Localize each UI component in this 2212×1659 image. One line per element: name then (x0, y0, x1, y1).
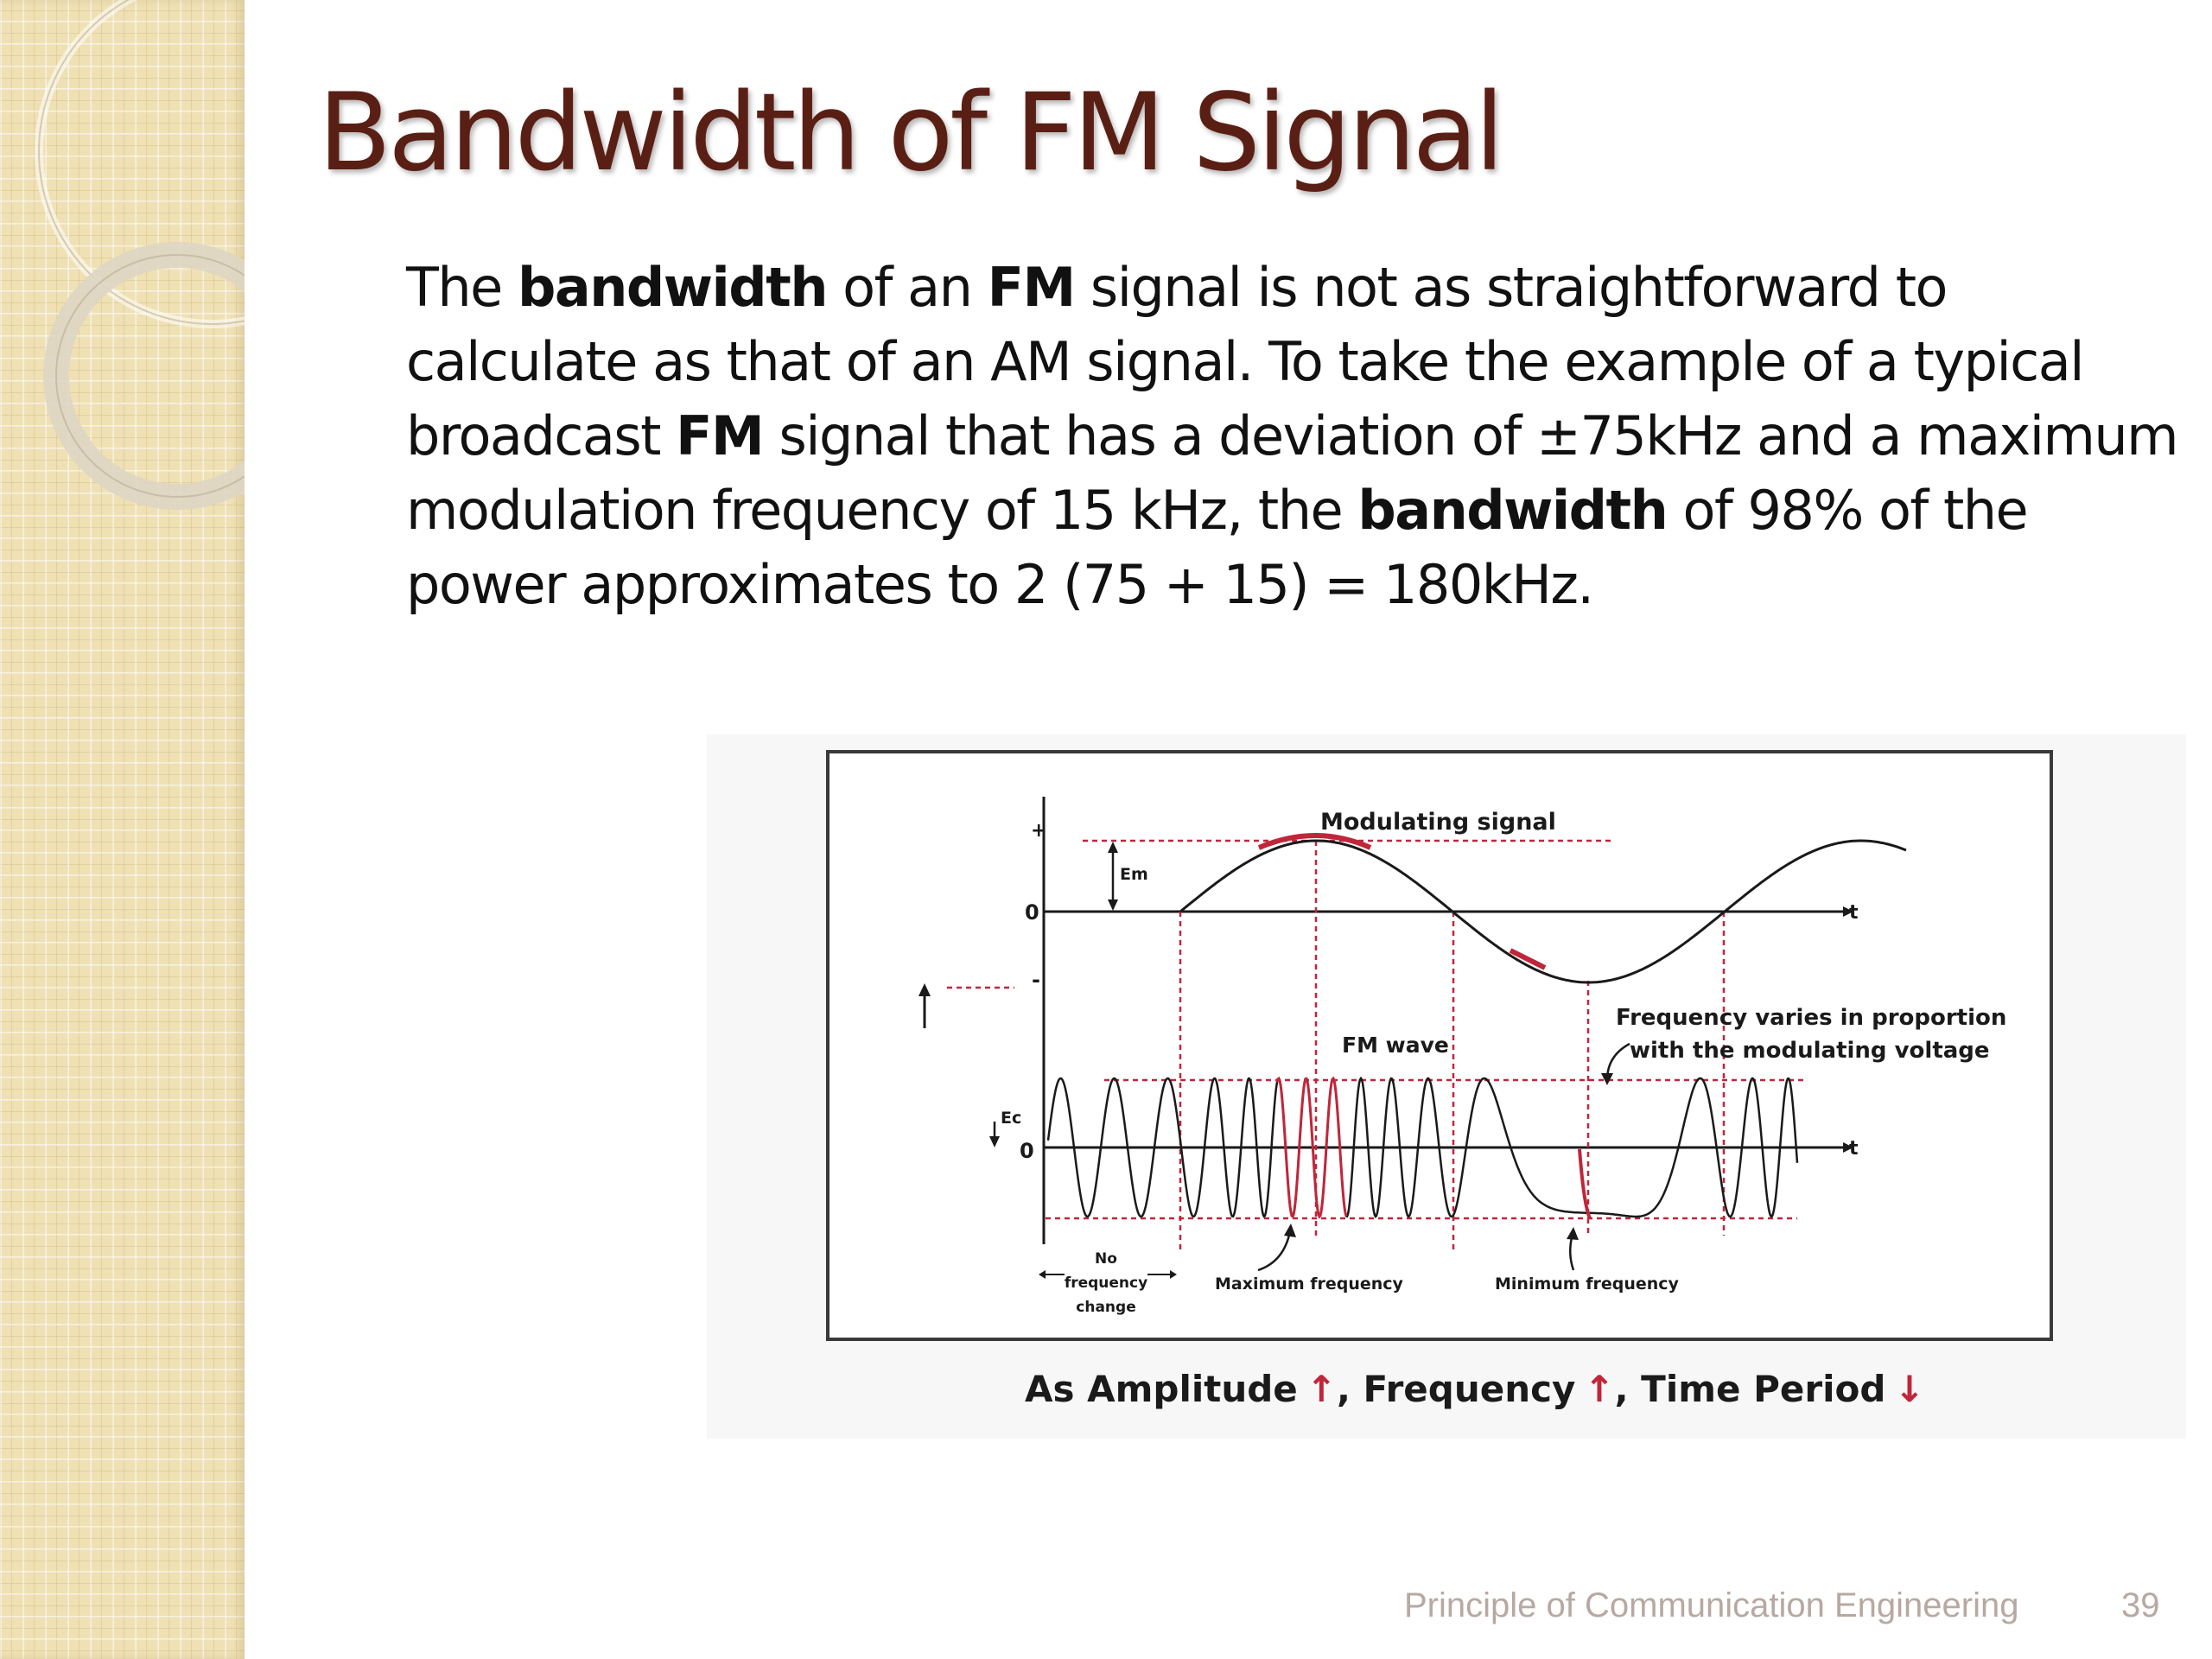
caption-arrow-up-frequency: ↑ (1584, 1368, 1614, 1410)
no-frequency-change-label-line1: No (1095, 1250, 1117, 1268)
caption-frequency: , Frequency (1337, 1368, 1575, 1410)
caption-amplitude: As Amplitude (1025, 1368, 1298, 1410)
decorative-rings (35, 0, 245, 510)
body-text-segment: modulation frequency of 15 kHz, the (406, 479, 1358, 542)
body-line: power approximates to 2 (75 + 15) = 180k… (406, 548, 2134, 622)
fm-wave-min-frequency-highlight (1578, 1148, 1592, 1219)
fm-time-axis-arrowhead (1843, 1142, 1853, 1153)
body-bold-text: FM (676, 404, 765, 467)
zero-label-bottom: 0 (1020, 1139, 1034, 1163)
body-bold-text: FM (987, 256, 1077, 319)
no-freq-arrow-left-head (1039, 1270, 1046, 1279)
body-bold-text: bandwidth (518, 256, 828, 319)
t-axis-label-bottom: t (1849, 1138, 1859, 1160)
body-text-segment: power approximates to 2 (75 + 15) = 180k… (406, 553, 1594, 616)
body-text-segment: signal is not as straightforward to (1074, 256, 1948, 319)
maximum-frequency-pointer-head (1284, 1224, 1296, 1237)
zero-label-top: 0 (1025, 900, 1039, 925)
slide-title: Bandwidth of FM Signal (318, 71, 1504, 195)
caption-time-period: , Time Period (1615, 1368, 1886, 1410)
body-text-segment: broadcast (406, 404, 677, 467)
minus-label: - (1032, 968, 1040, 992)
left-arrow-head (918, 983, 931, 996)
diagram-caption: As Amplitude ↑, Frequency ↑, Time Period ↓ (1025, 1368, 1925, 1410)
slide-body-text: The bandwidth of an FM signal is not as … (406, 251, 2179, 622)
modulating-time-axis-arrowhead (1843, 906, 1853, 917)
maximum-frequency-label: Maximum frequency (1215, 1274, 1404, 1294)
body-text-segment: calculate as that of an AM signal. To ta… (406, 330, 2085, 393)
frequency-varies-label-line2: with the modulating voltage (1630, 1038, 1990, 1064)
modulating-signal-curve (1179, 839, 1907, 984)
body-text-segment: The (406, 256, 518, 319)
fm-wave-curve (1046, 1076, 1799, 1219)
modulating-peak-highlight (1257, 833, 1372, 850)
body-text-segment: of an (826, 256, 988, 319)
body-text-segment: signal that has a deviation of ±75kHz an… (763, 404, 2178, 467)
vertical-guide-lines (1179, 841, 1726, 1253)
diagram-frame (826, 750, 2053, 1341)
body-text-segment: of 98% of the (1667, 479, 2029, 542)
caption-arrow-up-amplitude: ↑ (1306, 1368, 1337, 1410)
plus-label: + (1031, 820, 1046, 842)
maximum-frequency-pointer (1257, 1230, 1292, 1272)
caption-arrow-down: ↓ (1894, 1368, 1924, 1410)
em-marker-arrow-down (1108, 899, 1118, 911)
fm-wave-label: FM wave (1342, 1033, 1449, 1058)
body-line: calculate as that of an AM signal. To ta… (406, 325, 2134, 399)
page-number: 39 (2121, 1586, 2160, 1624)
t-axis-label-top: t (1849, 902, 1859, 924)
no-freq-arrow-right-head (1170, 1270, 1177, 1279)
frequency-varies-label-line1: Frequency varies in proportion (1616, 1005, 2006, 1031)
no-frequency-change-label-line3: change (1076, 1299, 1135, 1316)
body-bold-text: bandwidth (1357, 479, 1668, 542)
minimum-frequency-pointer-head (1567, 1227, 1579, 1240)
em-label: Em (1120, 865, 1148, 884)
modulating-signal-label: Modulating signal (1320, 809, 1556, 836)
fm-wave-diagram: + 0 - t t 0 Em Ec Modulating signal FM w… (707, 734, 2186, 1439)
no-frequency-change-label-line2: frequency (1065, 1274, 1147, 1292)
frequency-varies-pointer-head (1601, 1073, 1613, 1085)
minimum-frequency-label: Minimum frequency (1495, 1274, 1680, 1294)
ec-marker-arrow (989, 1136, 1000, 1147)
decorative-sidebar (0, 0, 245, 1659)
body-line: modulation frequency of 15 kHz, the band… (406, 474, 2134, 548)
ec-label: Ec (1001, 1109, 1021, 1128)
em-marker-arrow-up (1108, 842, 1118, 853)
body-line: The bandwidth of an FM signal is not as … (406, 251, 2134, 325)
fm-wave-max-frequency-highlight (1275, 1076, 1348, 1219)
body-line: broadcast FM signal that has a deviation… (406, 399, 2179, 474)
fm-wave-diagram-svg: + 0 - t t 0 Em Ec Modulating signal FM w… (826, 750, 2053, 1410)
footer-course-name: Principle of Communication Engineering (1404, 1586, 2019, 1624)
modulating-trough-highlight (1509, 948, 1547, 970)
